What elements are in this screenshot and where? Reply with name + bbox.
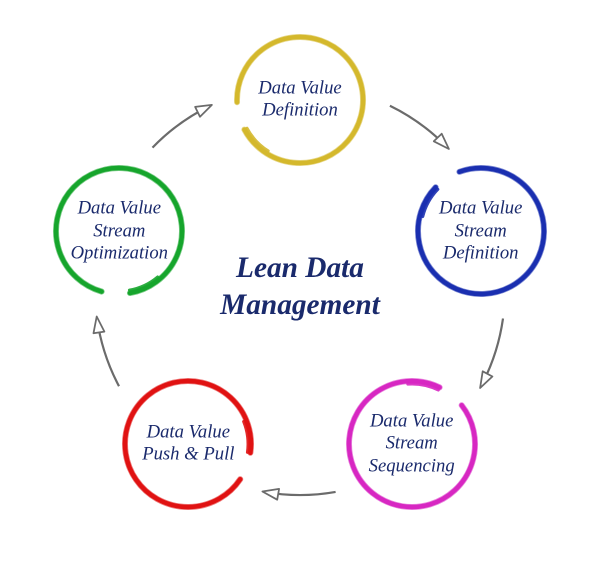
- cycle-node: Data ValueStreamDefinition: [411, 161, 551, 301]
- cycle-arrow: [94, 317, 120, 387]
- cycle-node: Data ValueStreamSequencing: [342, 374, 482, 514]
- cycle-node: Data ValueDefinition: [230, 30, 370, 170]
- node-label: Data ValueStreamOptimization: [60, 198, 178, 265]
- node-label: Data ValueDefinition: [241, 78, 359, 123]
- node-label: Data ValueStreamSequencing: [353, 410, 471, 477]
- cycle-node: Data ValuePush & Pull: [118, 374, 258, 514]
- node-label: Data ValuePush & Pull: [129, 421, 247, 466]
- node-label: Data ValueStreamDefinition: [422, 198, 540, 265]
- cycle-arrow: [480, 319, 503, 389]
- cycle-arrow: [390, 106, 449, 149]
- diagram-stage: Lean Data Management Data ValueDefinitio…: [0, 0, 600, 579]
- cycle-arrow: [262, 489, 335, 500]
- cycle-node: Data ValueStreamOptimization: [49, 161, 189, 301]
- cycle-arrow: [153, 105, 212, 148]
